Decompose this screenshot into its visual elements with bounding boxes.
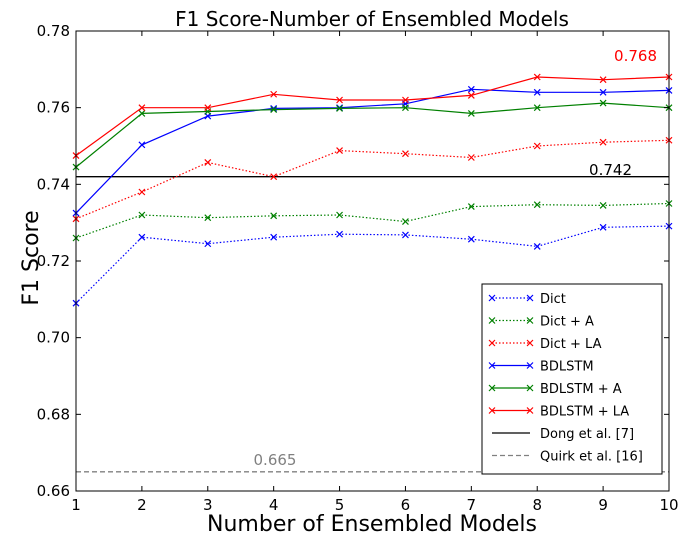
series-point-4-6 — [467, 109, 475, 117]
series-point-1-2 — [204, 214, 212, 222]
series-point-2-5 — [402, 150, 409, 158]
series-point-1-4 — [336, 211, 343, 219]
series-point-4-4 — [336, 105, 343, 112]
annotation-2: 0.665 — [254, 451, 297, 469]
legend-label-3: BDLSTM — [540, 360, 594, 375]
legend-label-2: Dict + LA — [540, 337, 602, 352]
series-point-2-3 — [270, 173, 278, 181]
legend-marker-3-1 — [526, 362, 534, 369]
series-point-2-2 — [204, 159, 212, 166]
annotation-1: 0.742 — [589, 161, 632, 179]
legend-label-0: Dict — [540, 292, 566, 307]
series-point-0-2 — [204, 240, 212, 248]
series-point-5-3 — [270, 90, 278, 98]
series-point-3-1 — [138, 141, 146, 149]
y-tick-label-2: 0.70 — [37, 329, 70, 347]
legend-marker-5-0 — [488, 407, 496, 414]
legend-label-4: BDLSTM + A — [540, 382, 622, 397]
series-point-5-1 — [138, 104, 146, 112]
series-line-5 — [75, 76, 670, 157]
series-point-1-7 — [533, 201, 541, 209]
series-point-5-7 — [533, 73, 541, 81]
legend-marker-0-1 — [526, 294, 534, 302]
series-point-2-6 — [467, 154, 475, 161]
series-point-2-4 — [336, 147, 343, 155]
x-tick-label-8: 9 — [598, 496, 608, 514]
series-point-0-7 — [533, 243, 541, 250]
chart-title: F1 Score-Number of Ensembled Models — [175, 7, 569, 31]
x-tick-label-3: 4 — [269, 496, 279, 514]
y-tick-label-5: 0.76 — [37, 99, 70, 117]
series-point-5-5 — [402, 96, 409, 104]
legend-box — [481, 283, 663, 475]
series-line-4 — [75, 102, 670, 168]
series-line-1 — [75, 202, 670, 239]
legend-marker-3-0 — [488, 362, 496, 369]
axes: 1 2 3 4 5 6 7 8 9 10 0.66 0.68 0.70 0.72 0.74 0.76 0.78 — [37, 22, 679, 514]
x-tick-label-4: 5 — [335, 496, 345, 514]
x-tick-label-2: 3 — [203, 496, 213, 514]
series-point-1-6 — [467, 203, 475, 210]
series-point-4-8 — [599, 99, 607, 107]
series-point-5-4 — [336, 96, 343, 104]
y-tick-label-4: 0.74 — [37, 175, 70, 193]
series-point-1-1 — [138, 211, 146, 219]
series-line-2 — [75, 139, 670, 220]
series-point-1-8 — [599, 201, 607, 209]
y-axis-title: F1 Score — [19, 210, 44, 305]
legend-marker-2-1 — [526, 339, 534, 347]
series-point-4-7 — [533, 104, 541, 112]
legend: Dict Dict + A Dict + LA BDLSTM BDLSTM + A BDL… — [481, 283, 663, 475]
series-point-5-8 — [599, 76, 607, 84]
series-point-4-1 — [138, 109, 146, 117]
series-point-3-3 — [270, 105, 278, 112]
series-point-0-8 — [599, 223, 607, 231]
legend-label-6: Dong et al. [7] — [540, 427, 634, 442]
series-line-0 — [75, 225, 670, 304]
series-point-3-7 — [533, 88, 541, 96]
series-point-0-1 — [138, 233, 146, 241]
series-point-0-3 — [270, 233, 278, 241]
y-tick-label-6: 0.78 — [37, 22, 70, 40]
series-point-2-1 — [138, 188, 146, 196]
series-point-0-5 — [402, 231, 409, 239]
series-point-0-6 — [467, 235, 475, 243]
legend-label-7: Quirk et al. [16] — [540, 450, 643, 465]
x-tick-label-0: 1 — [71, 496, 81, 514]
legend-marker-4-1 — [526, 384, 534, 392]
y-tick-label-0: 0.66 — [37, 482, 70, 500]
series-point-4-3 — [270, 106, 278, 114]
series-point-3-8 — [599, 88, 607, 96]
legend-marker-2-0 — [488, 339, 496, 347]
x-tick-label-1: 2 — [137, 496, 147, 514]
legend-marker-4-0 — [488, 384, 496, 392]
y-tick-label-3: 0.72 — [37, 252, 70, 270]
y-tick-label-1: 0.68 — [37, 405, 70, 423]
series-point-2-7 — [533, 142, 541, 150]
legend-marker-5-1 — [526, 407, 534, 414]
series-point-1-3 — [270, 212, 278, 220]
series-point-2-8 — [599, 138, 607, 146]
series-point-5-6 — [467, 91, 475, 99]
legend-label-1: Dict + A — [540, 315, 594, 330]
annotation-0: 0.768 — [614, 47, 657, 65]
series-line-3 — [75, 88, 670, 214]
series-point-3-6 — [467, 85, 475, 93]
series-point-4-5 — [402, 104, 409, 112]
x-tick-label-6: 7 — [467, 496, 477, 514]
x-tick-label-9: 10 — [659, 496, 678, 514]
x-tick-label-7: 8 — [532, 496, 542, 514]
series-point-0-4 — [336, 230, 343, 238]
series-point-1-5 — [402, 218, 409, 225]
x-axis-title: Number of Ensembled Models — [207, 512, 537, 535]
x-tick-label-5: 6 — [401, 496, 411, 514]
series-point-5-2 — [204, 104, 212, 112]
legend-label-5: BDLSTM + LA — [540, 405, 629, 420]
legend-marker-0-0 — [488, 294, 496, 302]
legend-marker-1-0 — [488, 317, 496, 324]
legend-marker-1-1 — [526, 317, 534, 324]
